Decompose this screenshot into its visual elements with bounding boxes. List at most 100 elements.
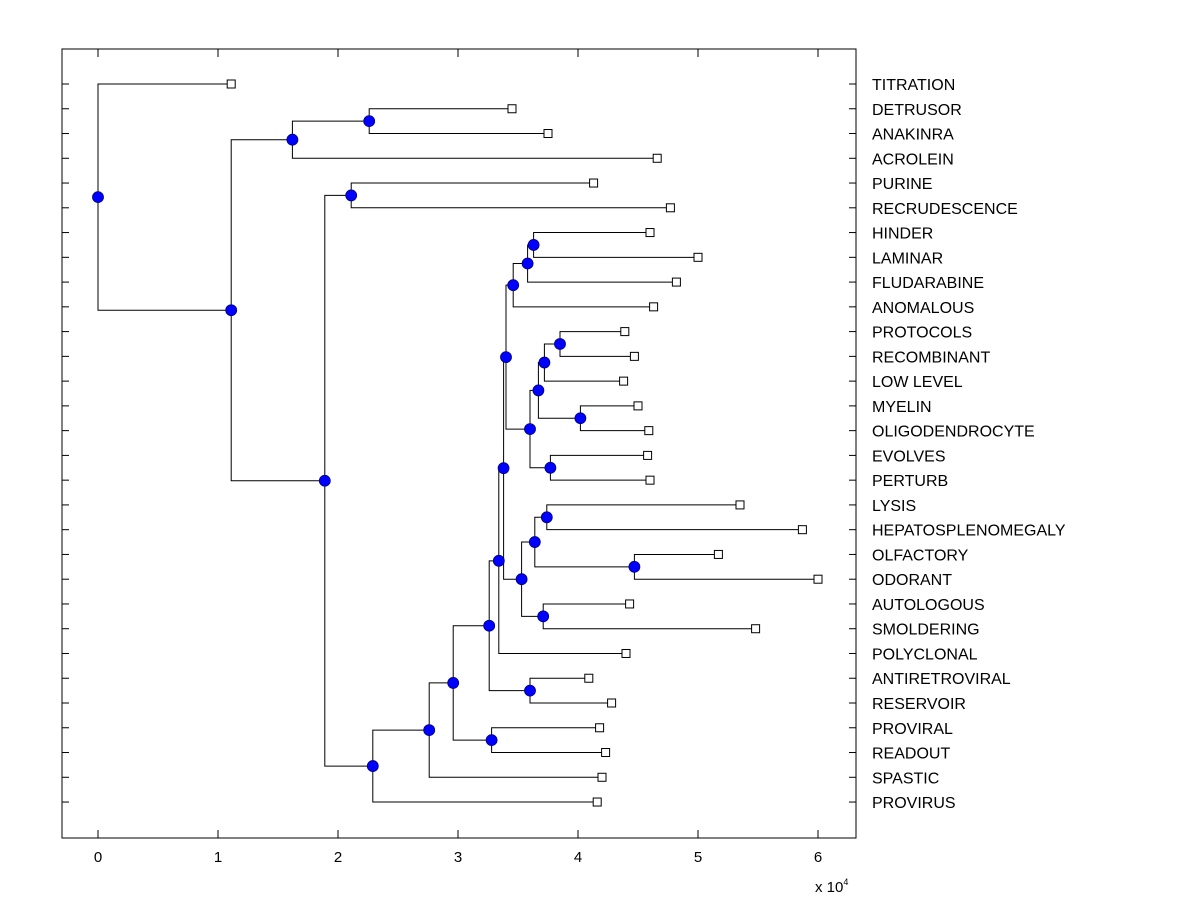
leaf-label: PROVIRUS (872, 795, 956, 812)
internal-node (544, 461, 557, 474)
tree-nodes (92, 115, 641, 772)
internal-node (532, 384, 545, 397)
leaf-label: SPASTIC (872, 770, 939, 787)
tree-edge (527, 263, 677, 283)
leaf-label: LYSIS (872, 498, 916, 515)
x-tick-label: 5 (694, 849, 702, 866)
leaf-label: ODORANT (872, 572, 952, 589)
leaf-marker (665, 203, 675, 213)
leaf-label: PROTOCOLS (872, 325, 972, 342)
x-multiplier-label: x 104 (815, 877, 848, 896)
leaf-label: LAMINAR (872, 250, 943, 267)
leaf-marker (813, 574, 823, 584)
leaf-marker (584, 673, 594, 683)
tree-edge (543, 362, 624, 382)
internal-node (515, 573, 528, 586)
leaf-marker (643, 450, 653, 460)
tree-edge (537, 390, 581, 419)
x-tick-label: 2 (334, 849, 342, 866)
leaf-label: OLIGODENDROCYTE (872, 424, 1035, 441)
leaf-label: SMOLDERING (872, 622, 980, 639)
leaf-label: ANOMALOUS (872, 300, 974, 317)
tree-edge (428, 682, 454, 731)
internal-node (92, 191, 104, 204)
leaf-marker (592, 797, 602, 807)
tree-edge (534, 542, 635, 568)
leaf-label: RECRUDESCENCE (872, 201, 1018, 218)
leaf-marker (645, 228, 655, 238)
tree-edge (521, 579, 544, 617)
leaf-label: PERTURB (872, 473, 948, 490)
internal-node (500, 351, 512, 364)
leaf-label: RECOMBINANT (872, 349, 990, 366)
leaf-marker (621, 648, 631, 658)
leaf-marker (607, 698, 617, 708)
leaf-label: TITRATION (872, 77, 955, 94)
tree-edge (452, 682, 492, 741)
internal-node (554, 338, 566, 350)
x-tick-label: 0 (94, 849, 102, 866)
internal-node (483, 619, 496, 632)
leaf-labels: TITRATION DETRUSOR ANAKINRA ACROLEIN PURINE R… (872, 77, 1066, 812)
leaf-marker (595, 723, 605, 733)
internal-node (507, 279, 520, 292)
leaf-label: ANAKINRA (872, 127, 954, 144)
x-tick-label: 6 (814, 849, 822, 866)
tree-edge (529, 429, 551, 469)
leaf-marker (620, 327, 630, 337)
tree-edge (324, 194, 352, 481)
leaf-marker (644, 426, 654, 436)
internal-node (366, 760, 379, 772)
tree-edge (428, 730, 602, 778)
tree-leaves (226, 79, 823, 807)
leaf-label: MYELIN (872, 399, 932, 416)
x-tick-labels: 0 1 2 3 4 5 6 (94, 849, 822, 866)
internal-node (497, 462, 510, 475)
leaf-label: OLFACTORY (872, 547, 969, 564)
leaf-marker (645, 475, 655, 485)
leaf-marker (507, 104, 517, 114)
leaf-label: PURINE (872, 176, 932, 193)
internal-node (524, 684, 536, 697)
tree-edge (97, 197, 232, 311)
leaf-label: POLYCLONAL (872, 646, 978, 663)
leaf-marker (597, 772, 607, 782)
tree-edge (291, 139, 658, 159)
leaf-marker (633, 401, 643, 411)
internal-node (363, 115, 376, 128)
leaf-marker (543, 129, 553, 139)
leaf-marker (619, 376, 629, 386)
leaf-label: RESERVOIR (872, 696, 966, 713)
tree-edge (324, 480, 373, 767)
axis-ticks (62, 49, 856, 838)
tree-edge (498, 560, 626, 654)
internal-node (423, 724, 436, 737)
leaf-marker (629, 351, 639, 361)
plot-area-frame (61, 48, 857, 839)
internal-node (225, 304, 238, 317)
internal-node (447, 677, 460, 689)
leaf-label: EVOLVES (872, 448, 946, 465)
tree-edge (452, 625, 490, 683)
internal-node (574, 412, 587, 425)
x-tick-label: 1 (214, 849, 222, 866)
leaf-marker (713, 549, 723, 559)
leaf-marker (601, 748, 611, 758)
internal-node (318, 474, 331, 487)
leaf-marker (797, 525, 807, 535)
internal-node (345, 189, 358, 202)
tree-edge (505, 357, 530, 430)
x-tick-label: 3 (454, 849, 462, 866)
tree-edge (372, 729, 430, 767)
leaf-marker (693, 252, 703, 262)
internal-node (540, 511, 553, 524)
internal-node (528, 536, 541, 548)
x-tick-label: 4 (574, 849, 582, 866)
leaf-label: AUTOLOGOUS (872, 597, 985, 614)
tree-edge (291, 120, 370, 140)
leaf-marker (652, 153, 662, 163)
tree-edge (503, 468, 522, 580)
leaf-marker (589, 178, 599, 188)
tree-edge (488, 625, 530, 692)
